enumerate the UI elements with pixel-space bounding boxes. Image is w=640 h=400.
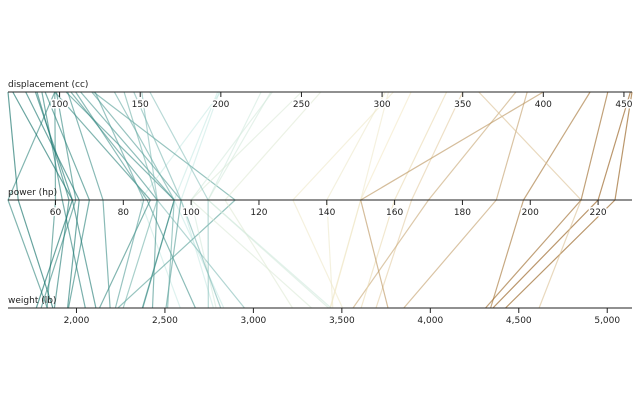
tick-label: 100 — [51, 100, 68, 110]
tick-label: 60 — [50, 208, 62, 218]
tick-label: 350 — [454, 100, 471, 110]
tick-label: 150 — [132, 100, 149, 110]
tick-label: 140 — [318, 208, 335, 218]
tick-label: 80 — [118, 208, 130, 218]
tick-label: 180 — [454, 208, 471, 218]
tick-label: 200 — [212, 100, 229, 110]
tick-label: 120 — [250, 208, 267, 218]
tick-label: 3,500 — [329, 316, 355, 326]
tick-label: 4,000 — [417, 316, 443, 326]
tick-label: 250 — [293, 100, 310, 110]
tick-label: 220 — [589, 208, 606, 218]
tick-label: 100 — [183, 208, 200, 218]
tick-label: 160 — [386, 208, 403, 218]
axis-title: power (hp) — [8, 188, 57, 198]
axis-title: displacement (cc) — [8, 80, 88, 90]
tick-label: 4,500 — [506, 316, 532, 326]
tick-label: 2,000 — [64, 316, 90, 326]
tick-label: 2,500 — [152, 316, 178, 326]
tick-label: 300 — [373, 100, 390, 110]
tick-label: 200 — [522, 208, 539, 218]
tick-label: 450 — [615, 100, 632, 110]
tick-label: 5,000 — [594, 316, 620, 326]
axis-title: weight (lb) — [8, 296, 56, 306]
tick-label: 3,000 — [241, 316, 267, 326]
tick-label: 400 — [535, 100, 552, 110]
